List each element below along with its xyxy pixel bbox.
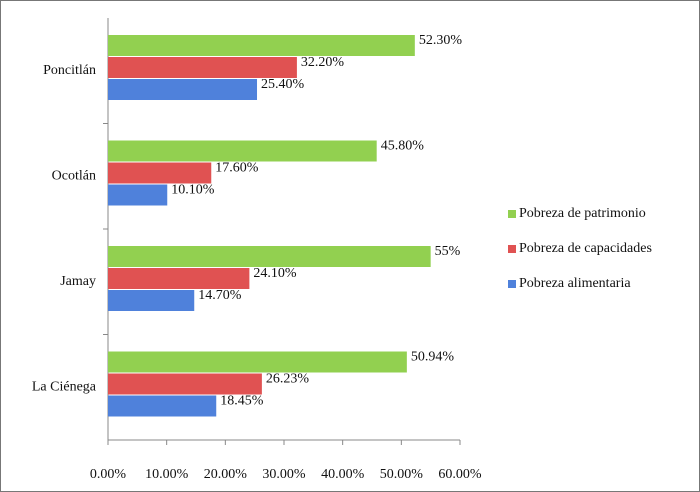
data-label: 14.70% [198, 288, 242, 303]
y-tick-label: Ocotlán [52, 168, 96, 183]
data-label: 45.80% [381, 139, 425, 154]
x-tick-label: 10.00% [145, 467, 189, 482]
y-tick-label: Poncitlán [43, 63, 96, 78]
bar [108, 351, 407, 373]
bar [108, 35, 415, 56]
x-tick-label: 0.00% [90, 467, 127, 482]
x-tick-label: 50.00% [380, 467, 424, 482]
bar [108, 140, 377, 162]
data-label: 55% [435, 244, 461, 259]
y-tick-label: La Ciénega [32, 379, 97, 394]
data-label: 10.10% [171, 183, 215, 198]
x-tick-label: 40.00% [321, 467, 365, 482]
bar [108, 246, 431, 267]
data-label: 25.40% [261, 77, 305, 92]
bar [108, 268, 250, 289]
x-tick-label: 20.00% [204, 467, 248, 482]
bar [108, 290, 195, 311]
data-label: 52.30% [419, 33, 463, 48]
data-label: 24.10% [253, 266, 296, 281]
legend-swatch [508, 210, 516, 218]
bar [108, 79, 258, 100]
bar [108, 373, 262, 395]
data-label: 17.60% [215, 161, 259, 176]
data-label: 26.23% [266, 372, 310, 387]
legend-label: Pobreza de capacidades [519, 241, 652, 256]
data-label: 32.20% [301, 55, 345, 70]
bar [108, 395, 217, 417]
y-tick-label: Jamay [60, 274, 96, 289]
legend-swatch [508, 280, 516, 288]
bar [108, 57, 297, 78]
x-tick-label: 30.00% [262, 467, 306, 482]
legend-swatch [508, 245, 516, 253]
legend-label: Pobreza alimentaria [519, 276, 631, 291]
legend-label: Pobreza de patrimonio [519, 206, 646, 221]
data-label: 18.45% [220, 394, 263, 409]
bar [108, 184, 168, 206]
bar [108, 162, 212, 184]
data-label: 50.94% [411, 350, 455, 365]
x-tick-label: 60.00% [438, 467, 482, 482]
